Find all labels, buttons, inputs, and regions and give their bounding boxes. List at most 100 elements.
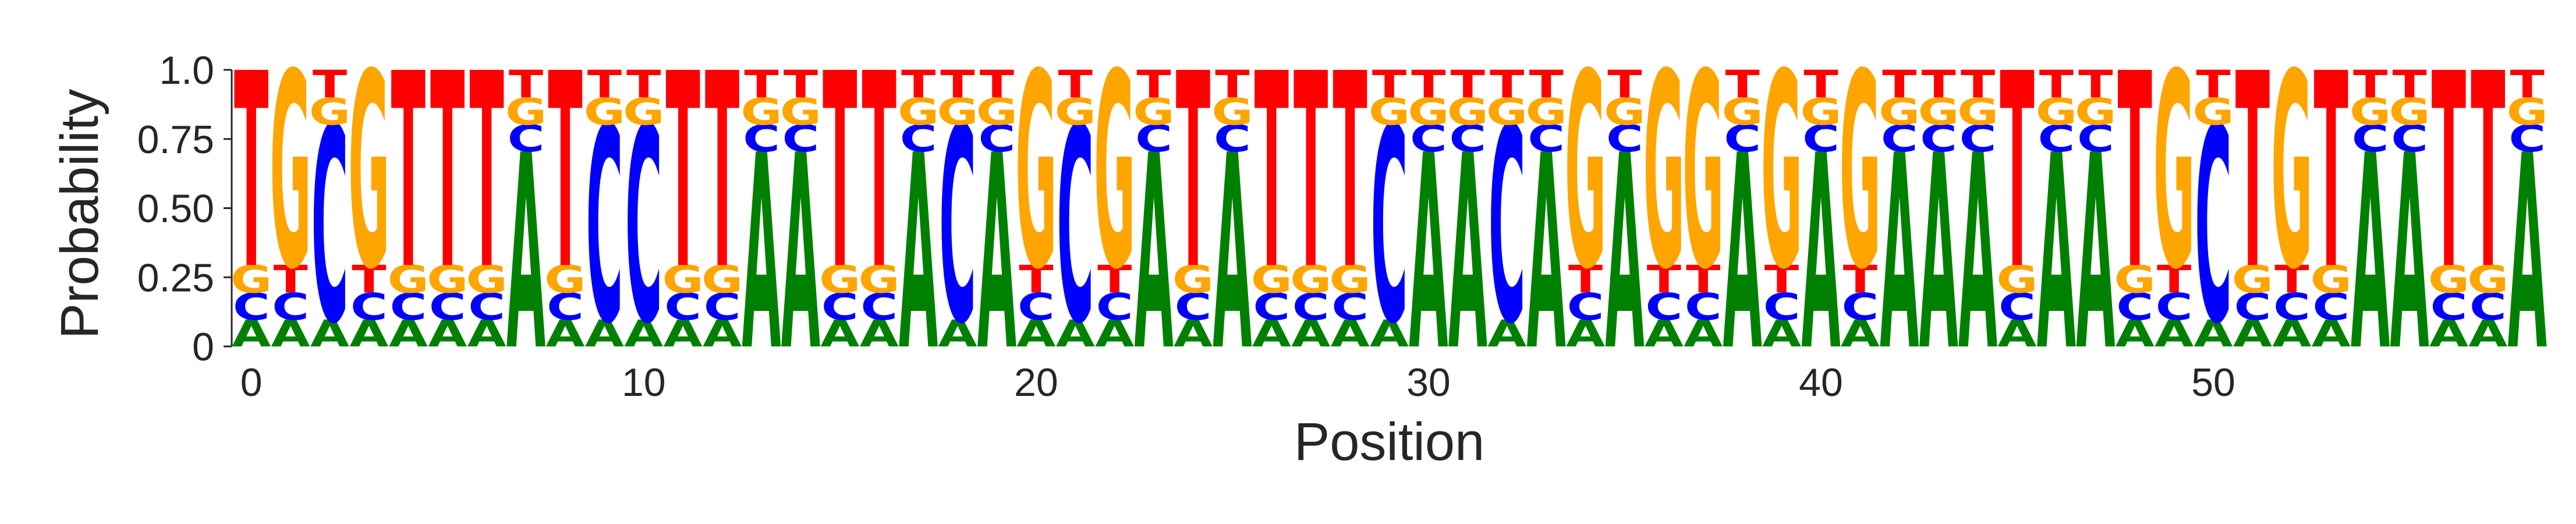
logo-letter-a: A bbox=[2508, 99, 2547, 410]
logo-letter-t: T bbox=[391, 17, 426, 329]
logo-letter-t: T bbox=[2314, 17, 2349, 329]
logo-letter-g: G bbox=[505, 90, 547, 133]
logo-letter-c: C bbox=[233, 285, 270, 328]
logo-letter-a: A bbox=[2468, 312, 2507, 355]
logo-letter-g: G bbox=[740, 90, 782, 133]
logo-letter-a: A bbox=[2037, 99, 2077, 410]
logo-letter-g: G bbox=[2114, 258, 2156, 302]
logo-letter-g: G bbox=[1015, 17, 1057, 329]
logo-letter-g: G bbox=[2192, 90, 2234, 133]
logo-letter-g: G bbox=[898, 90, 939, 133]
logo-letter-t: T bbox=[1764, 258, 1799, 302]
logo-letter-g: G bbox=[1996, 258, 2038, 302]
logo-letter-c: C bbox=[389, 285, 427, 328]
logo-letter-g: G bbox=[1369, 90, 1410, 133]
logo-letter-c: C bbox=[350, 285, 388, 328]
logo-letter-t: T bbox=[2118, 17, 2153, 329]
x-tick-label: 10 bbox=[622, 360, 666, 405]
logo-letter-g: G bbox=[2153, 17, 2195, 329]
logo-letter-t: T bbox=[430, 17, 465, 329]
logo-letter-g: G bbox=[937, 90, 978, 133]
logo-letter-g: G bbox=[466, 258, 507, 302]
logo-letter-c: C bbox=[1214, 117, 1251, 160]
logo-letter-g: G bbox=[1565, 17, 1606, 329]
logo-letter-g: G bbox=[2507, 90, 2548, 133]
logo-letter-t: T bbox=[273, 258, 307, 302]
logo-letter-g: G bbox=[2350, 90, 2391, 133]
logo-letter-c: C bbox=[468, 285, 505, 328]
logo-letter-g: G bbox=[1094, 17, 1135, 329]
logo-letter-a: A bbox=[2272, 312, 2311, 355]
logo-letter-c: C bbox=[547, 285, 584, 328]
logo-letter-t: T bbox=[2510, 63, 2545, 107]
logo-letter-g: G bbox=[1290, 258, 1331, 302]
logo-letter-a: A bbox=[1605, 99, 1645, 410]
logo-letter-g: G bbox=[1840, 17, 1881, 329]
logo-letter-t: T bbox=[1961, 63, 1995, 107]
logo-letter-g: G bbox=[1761, 17, 1802, 329]
logo-letter-c: C bbox=[2508, 117, 2546, 160]
logo-letter-t: T bbox=[352, 258, 386, 302]
logo-letter-a: A bbox=[2076, 99, 2116, 410]
logo-letter-c: C bbox=[900, 117, 937, 160]
logo-letter-g: G bbox=[2232, 258, 2273, 302]
logo-letter-g: G bbox=[1918, 90, 1960, 133]
logo-letter-c: C bbox=[2391, 117, 2428, 160]
y-tick-label: 0.50 bbox=[137, 187, 214, 231]
logo-letter-g: G bbox=[270, 17, 311, 329]
axes: 0 0.25 0.50 0.75 1.0 0 10 20 30 40 50 bbox=[137, 48, 2235, 405]
logo-letter-a: A bbox=[2155, 312, 2194, 355]
logo-letter-t: T bbox=[1215, 63, 1249, 107]
logo-letter-c: C bbox=[1999, 285, 2036, 328]
logo-letter-t: T bbox=[2157, 258, 2191, 302]
logo-letter-t: T bbox=[626, 63, 661, 107]
logo-letter-t: T bbox=[2274, 258, 2309, 302]
x-tick-label: 30 bbox=[1406, 360, 1451, 405]
logo-letter-a: A bbox=[2429, 312, 2468, 355]
logo-letter-a: A bbox=[506, 99, 546, 410]
logo-letter-g: G bbox=[544, 258, 586, 302]
logo-letter-g: G bbox=[2389, 90, 2430, 133]
logo-letter-t: T bbox=[1647, 258, 1681, 302]
logo-letter-c: C bbox=[2430, 285, 2468, 328]
logo-letter-g: G bbox=[2271, 17, 2312, 329]
logo-letter-a: A bbox=[585, 312, 624, 355]
logo-letter-a: A bbox=[2312, 312, 2351, 355]
logo-letter-a: A bbox=[1056, 312, 1095, 355]
logo-letter-a: A bbox=[1762, 312, 1801, 355]
logo-letter-g: G bbox=[2428, 258, 2469, 302]
logo-letter-g: G bbox=[309, 90, 350, 133]
logo-letter-a: A bbox=[742, 99, 781, 410]
logo-letter-a: A bbox=[624, 312, 663, 355]
logo-letter-t: T bbox=[1568, 258, 1603, 302]
logo-letter-c: C bbox=[1489, 72, 1526, 384]
logo-letter-g: G bbox=[1251, 258, 1292, 302]
logo-letter-g: G bbox=[1133, 90, 1174, 133]
logo-letter-t: T bbox=[2196, 63, 2230, 107]
logo-letter-a: A bbox=[1213, 99, 1252, 410]
logo-letter-a: A bbox=[467, 312, 506, 355]
logo-letter-g: G bbox=[662, 258, 704, 302]
logo-letter-c: C bbox=[1528, 117, 1565, 160]
logo-letter-a: A bbox=[664, 312, 703, 355]
logo-letter-c: C bbox=[821, 285, 859, 328]
logo-letter-t: T bbox=[2039, 63, 2074, 107]
logo-letter-t: T bbox=[2392, 63, 2426, 107]
logo-letter-t: T bbox=[2235, 17, 2270, 329]
logo-letter-a: A bbox=[938, 312, 977, 355]
x-axis-label: Position bbox=[1294, 412, 1484, 472]
logo-letter-t: T bbox=[1451, 63, 1485, 107]
logo-letter-t: T bbox=[823, 17, 858, 329]
logo-letter-t: T bbox=[1411, 63, 1445, 107]
logo-letter-c: C bbox=[311, 72, 349, 384]
logo-letter-t: T bbox=[1058, 63, 1093, 107]
logo-letter-a: A bbox=[2351, 99, 2390, 410]
logo-letter-a: A bbox=[428, 312, 467, 355]
logo-letter-c: C bbox=[2273, 285, 2311, 328]
logo-letter-t: T bbox=[587, 63, 622, 107]
logo-letter-c: C bbox=[1410, 117, 1447, 160]
logo-letter-c: C bbox=[1685, 285, 1722, 328]
logo-letter-a: A bbox=[545, 312, 584, 355]
logo-letter-t: T bbox=[1843, 258, 1877, 302]
logo-letter-g: G bbox=[1957, 90, 1999, 133]
